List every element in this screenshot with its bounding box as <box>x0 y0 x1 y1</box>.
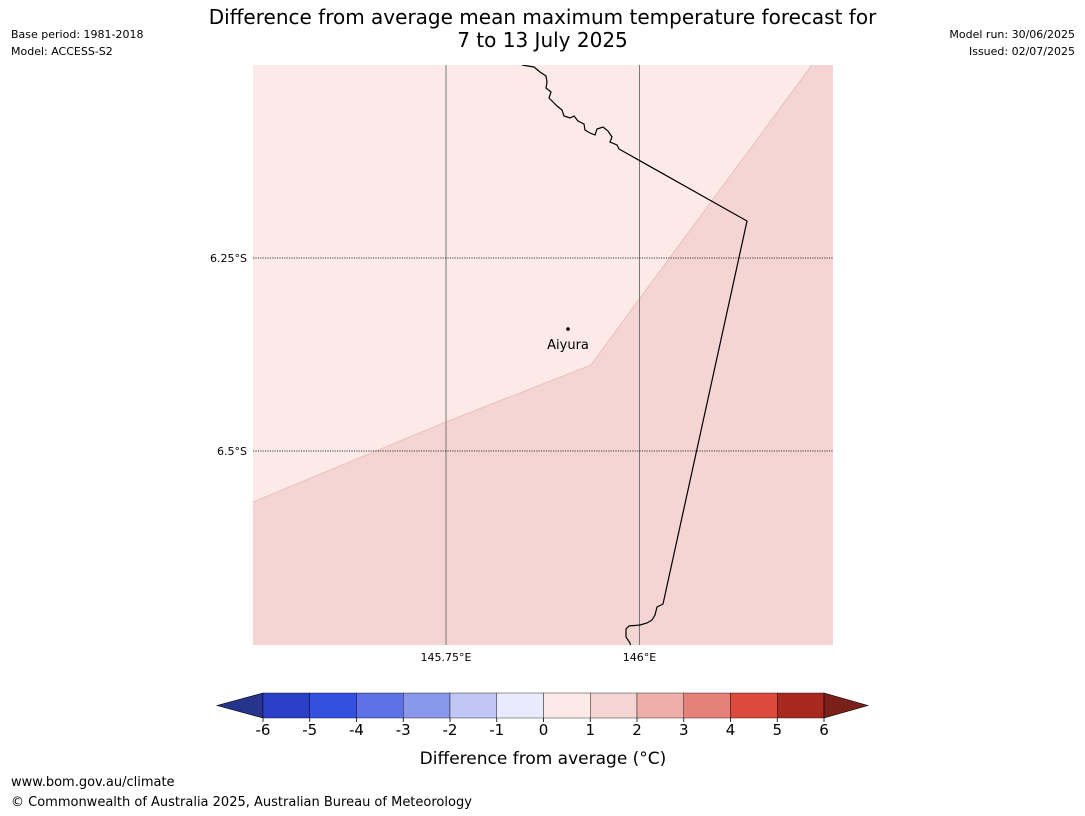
base-period: Base period: 1981-2018 <box>11 28 144 41</box>
colorbar-tick-label: 6 <box>819 721 829 739</box>
country-border <box>521 65 748 645</box>
colorbar-box <box>730 692 778 719</box>
colorbar-box <box>777 692 825 719</box>
colorbar-box <box>496 692 544 719</box>
zone-1-to-2 <box>253 65 833 645</box>
colorbar-tick-label: -4 <box>349 721 364 739</box>
copyright: © Commonwealth of Australia 2025, Austra… <box>11 795 472 810</box>
colorbar-tick-label: 3 <box>679 721 689 739</box>
colorbar: -6 -5 -4 -3 -2 -1 0 1 2 3 4 5 6 <box>215 692 870 739</box>
issued-date: Issued: 02/07/2025 <box>968 45 1075 58</box>
colorbar-tick-label: 2 <box>632 721 642 739</box>
meta-left: Base period: 1981-2018 Model: ACCESS-S2 <box>11 26 143 60</box>
lon-label-145-75: 145.75°E <box>421 651 472 664</box>
place-label: Aiyura <box>547 338 589 353</box>
colorbar-tick-label: 0 <box>539 721 549 739</box>
colorbar-box <box>309 692 357 719</box>
colorbar-tick-label: 4 <box>726 721 736 739</box>
colorbar-box <box>590 692 638 719</box>
zone-boundary <box>253 65 813 503</box>
title-line-1: Difference from average mean maximum tem… <box>208 5 877 29</box>
colorbar-tick-label: 1 <box>585 721 595 739</box>
colorbar-box <box>449 692 497 719</box>
page-title: Difference from average mean maximum tem… <box>0 6 1085 52</box>
colorbar-box <box>262 692 310 719</box>
colorbar-box <box>356 692 404 719</box>
lat-label-6-5: 6.5°S <box>217 445 247 458</box>
colorbar-box <box>543 692 591 719</box>
colorbar-tick-label: -5 <box>302 721 317 739</box>
model-run: Model run: 30/06/2025 <box>949 28 1075 41</box>
colorbar-label: Difference from average (°C) <box>420 749 667 769</box>
colorbar-tick-label: -3 <box>396 721 411 739</box>
colorbar-tick-label: 5 <box>772 721 782 739</box>
model-name: Model: ACCESS-S2 <box>11 45 113 58</box>
colorbar-tick-label: -2 <box>443 721 458 739</box>
map-area <box>253 65 833 645</box>
title-line-2: 7 to 13 July 2025 <box>457 28 628 52</box>
colorbar-extend-high <box>823 692 870 719</box>
lon-label-146: 146°E <box>623 651 656 664</box>
lat-label-6-25: 6.25°S <box>210 252 247 265</box>
colorbar-extend-low <box>215 692 264 719</box>
colorbar-box <box>403 692 451 719</box>
colorbar-box <box>636 692 684 719</box>
site-url: www.bom.gov.au/climate <box>11 775 175 790</box>
meta-right: Model run: 30/06/2025 Issued: 02/07/2025 <box>949 26 1075 60</box>
colorbar-box <box>683 692 731 719</box>
colorbar-tick-label: -1 <box>489 721 504 739</box>
colorbar-tick-label: -6 <box>256 721 271 739</box>
aiyura-marker <box>566 327 570 331</box>
